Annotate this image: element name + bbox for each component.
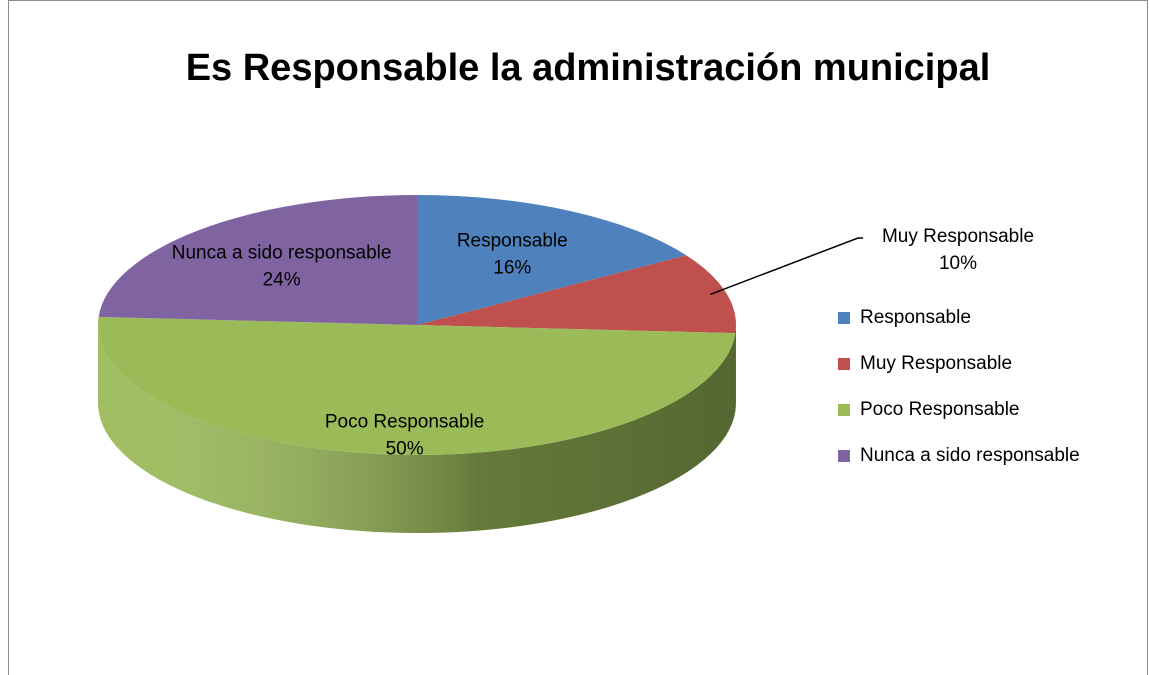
data-label-category: Poco Responsable: [325, 411, 485, 432]
data-label-value: 50%: [386, 438, 424, 459]
pie-slice: [98, 195, 418, 325]
data-label-value: 16%: [493, 257, 531, 278]
chart-title: Es Responsable la administración municip…: [186, 47, 991, 89]
legend-label: Responsable: [860, 307, 971, 328]
legend-swatch: [838, 450, 850, 462]
pie-slice: [417, 255, 736, 334]
data-label-category: Responsable: [457, 230, 568, 251]
data-label-category: Muy Responsable: [882, 226, 1034, 247]
legend-label: Nunca a sido responsable: [860, 445, 1080, 466]
pie-slice: [417, 195, 687, 325]
legend-swatch: [838, 404, 850, 416]
data-label-value: 24%: [263, 269, 301, 290]
data-label-value: 10%: [939, 253, 977, 274]
pie-slice: [98, 316, 736, 455]
legend-label: Poco Responsable: [860, 399, 1020, 420]
legend-swatch: [838, 358, 850, 370]
pie-side-shade: [735, 325, 736, 412]
pie-side-shade: [98, 325, 736, 534]
legend-swatch: [838, 312, 850, 324]
data-label-category: Nunca a sido responsable: [172, 242, 392, 263]
legend-label: Muy Responsable: [860, 353, 1012, 374]
leader-line: [710, 237, 863, 295]
